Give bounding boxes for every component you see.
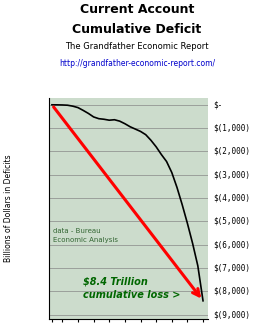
Text: Cumulative Deficit: Cumulative Deficit (72, 23, 202, 36)
Text: $(8,000): $(8,000) (214, 287, 251, 296)
Text: The Grandfather Economic Report: The Grandfather Economic Report (65, 42, 209, 52)
Text: $-: $- (214, 100, 223, 109)
Text: $(9,000): $(9,000) (214, 310, 251, 319)
Text: $(1,000): $(1,000) (214, 124, 251, 133)
Text: $(2,000): $(2,000) (214, 147, 251, 156)
Text: Billions of Dollars in Deficits: Billions of Dollars in Deficits (4, 155, 13, 262)
Text: $(5,000): $(5,000) (214, 217, 251, 226)
Text: $(3,000): $(3,000) (214, 170, 251, 179)
Text: Current Account: Current Account (80, 3, 194, 16)
Text: $(7,000): $(7,000) (214, 264, 251, 273)
Text: $8.4 Trillion: $8.4 Trillion (83, 276, 148, 287)
Text: $(4,000): $(4,000) (214, 194, 251, 203)
Text: cumulative loss >: cumulative loss > (83, 290, 181, 301)
Text: $(6,000): $(6,000) (214, 240, 251, 249)
Text: data - Bureau: data - Bureau (53, 228, 101, 234)
Text: http://grandfather-economic-report.com/: http://grandfather-economic-report.com/ (59, 59, 215, 68)
Text: Economic Analysis: Economic Analysis (53, 237, 118, 244)
